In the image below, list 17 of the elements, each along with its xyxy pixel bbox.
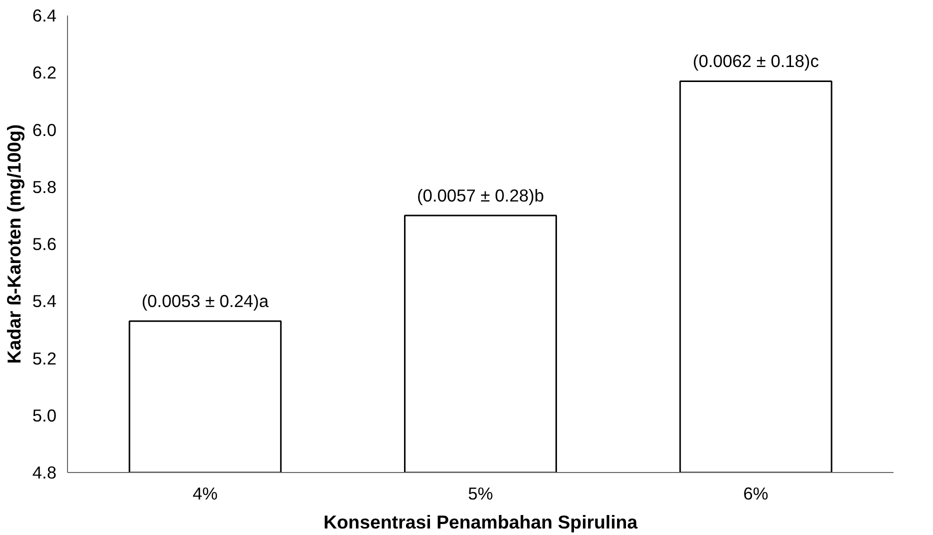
x-tick-label: 4% <box>192 484 218 504</box>
x-tick-label: 6% <box>743 484 768 504</box>
x-tick-label: 5% <box>468 484 494 504</box>
y-axis-title: Kadar ß-Karoten (mg/100g) <box>3 124 24 364</box>
data-label: (0.0062 ± 0.18)c <box>692 51 820 72</box>
y-tick-label: 6.4 <box>32 6 57 26</box>
y-tick-label: 5.8 <box>32 176 57 197</box>
y-tick-label: 4.8 <box>32 462 57 482</box>
y-tick-label: 5.4 <box>32 291 57 312</box>
y-tick-label: 6.0 <box>32 120 57 140</box>
data-label: (0.0057 ± 0.28)b <box>416 185 544 206</box>
x-axis-title: Konsentrasi Penambahan Spirulina <box>323 512 638 532</box>
y-tick-label: 5.0 <box>32 405 57 426</box>
y-tick-label: 6.2 <box>32 62 57 83</box>
data-label: (0.0053 ± 0.24)a <box>142 291 270 312</box>
y-tick-label: 5.6 <box>32 234 57 254</box>
y-tick-label: 5.2 <box>32 348 57 368</box>
